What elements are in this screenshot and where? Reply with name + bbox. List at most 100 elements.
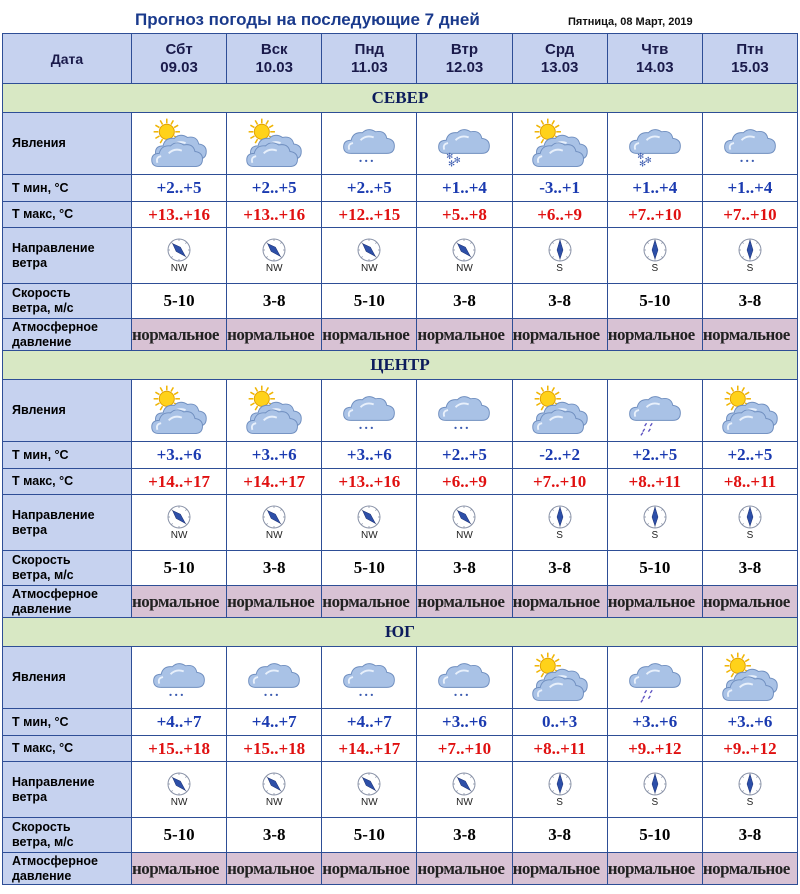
wind-direction-row: Направление ветра NW NW NW NW S S S bbox=[2, 494, 799, 551]
wind-speed-value: 3-8 bbox=[511, 817, 608, 853]
tmax-value: +7..+10 bbox=[416, 735, 513, 762]
tmax-row: Т макс, °С +15..+18 +15..+18 +14..+17 +7..+1… bbox=[2, 735, 799, 762]
wind-direction-value: S bbox=[556, 797, 563, 808]
tmax-value: +9..+12 bbox=[606, 735, 703, 762]
compass-icon bbox=[418, 504, 511, 530]
tmax-value: +13..+16 bbox=[130, 201, 228, 228]
pressure-row: Атмосферное давление нормальное нормальное н… bbox=[2, 585, 799, 618]
svg-text:✻: ✻ bbox=[639, 158, 646, 168]
cloud-snow-icon bbox=[323, 383, 416, 439]
svg-text:✻: ✻ bbox=[637, 151, 644, 161]
wind-direction-value: S bbox=[556, 530, 563, 541]
tmax-label: Т макс, °С bbox=[2, 201, 132, 228]
compass-icon bbox=[513, 504, 606, 530]
day-header: Пнд 11.03 bbox=[321, 33, 418, 84]
tmax-value: +14..+17 bbox=[321, 735, 418, 762]
sun-cloud-icon bbox=[513, 116, 606, 172]
phenomena-row: Явления bbox=[2, 646, 799, 709]
wind-direction-cell: NW bbox=[416, 494, 513, 551]
wind-speed-value: 3-8 bbox=[416, 817, 513, 853]
compass-icon bbox=[228, 771, 321, 797]
phenomena-cell bbox=[226, 112, 323, 175]
phenomena-row: Явления ✻ ✻ ✻ ✻ ✻ ✻ bbox=[2, 112, 799, 175]
tmax-label: Т макс, °С bbox=[2, 735, 132, 762]
cloud-snow-icon bbox=[228, 650, 321, 706]
phenomena-cell: ✻ ✻ ✻ bbox=[606, 112, 703, 175]
compass-icon bbox=[228, 504, 321, 530]
tmax-value: +6..+9 bbox=[416, 468, 513, 495]
wind-direction-value: NW bbox=[265, 797, 283, 808]
compass-icon bbox=[323, 237, 416, 263]
phenomena-cell bbox=[701, 646, 799, 709]
tmax-value: +6..+9 bbox=[511, 201, 608, 228]
pressure-value: нормальное bbox=[701, 318, 799, 351]
tmin-value: +3..+6 bbox=[130, 441, 228, 469]
day-header: Вск 10.03 bbox=[226, 33, 323, 84]
region-header-row: СЕВЕР bbox=[2, 83, 798, 113]
wind-direction-cell: S bbox=[701, 227, 799, 284]
phenomena-cell: ✻ ✻ ✻ bbox=[416, 112, 513, 175]
day-name: Птн bbox=[736, 40, 764, 58]
phenomena-cell bbox=[321, 112, 418, 175]
wind-speed-label-line1: Скорость bbox=[12, 820, 71, 834]
phenomena-cell bbox=[511, 646, 608, 709]
wind-direction-value: NW bbox=[170, 797, 188, 808]
phenomena-cell bbox=[130, 646, 228, 709]
tmax-value: +9..+12 bbox=[701, 735, 799, 762]
wind-speed-value: 5-10 bbox=[606, 550, 703, 586]
tmin-value: +3..+6 bbox=[226, 441, 323, 469]
pressure-value: нормальное bbox=[416, 852, 513, 885]
wind-direction-cell: S bbox=[606, 494, 703, 551]
wind-direction-row: Направление ветра NW NW NW NW S S S bbox=[2, 227, 799, 284]
wind-direction-value: NW bbox=[361, 797, 378, 808]
page-title: Прогноз погоды на последующие 7 дней bbox=[135, 10, 480, 29]
tmin-label: Т мин, °С bbox=[2, 441, 132, 469]
wind-speed-value: 3-8 bbox=[701, 283, 799, 319]
sun-cloud-icon bbox=[133, 116, 226, 172]
compass-icon bbox=[608, 237, 701, 263]
wind-speed-value: 3-8 bbox=[416, 283, 513, 319]
tmin-value: +3..+6 bbox=[321, 441, 418, 469]
wind-speed-value: 3-8 bbox=[701, 817, 799, 853]
day-name: Втр bbox=[450, 40, 479, 58]
date-header-label: Дата bbox=[2, 33, 132, 84]
wind-speed-row: Скорость ветра, м/с 5-10 3-8 5-10 3-8 3-8 5-10 3… bbox=[2, 283, 799, 319]
pressure-value: нормальное bbox=[606, 852, 703, 885]
cloud-rain-icon bbox=[608, 650, 701, 706]
tmin-value: +2..+5 bbox=[701, 441, 799, 469]
tmax-value: +7..+10 bbox=[701, 201, 799, 228]
tmin-value: +4..+7 bbox=[130, 708, 228, 736]
sun-cloud-icon bbox=[228, 383, 321, 439]
wind-direction-cell: NW bbox=[226, 761, 323, 818]
tmin-value: +3..+6 bbox=[606, 708, 703, 736]
cloud-snow-icon bbox=[703, 116, 796, 172]
phenomena-cell bbox=[416, 646, 513, 709]
wind-direction-cell: S bbox=[701, 494, 799, 551]
tmax-value: +14..+17 bbox=[130, 468, 228, 495]
tmin-value: +3..+6 bbox=[701, 708, 799, 736]
pressure-label: Атмосферное давление bbox=[2, 852, 132, 885]
tmin-value: +1..+4 bbox=[606, 174, 703, 202]
wind-speed-label: Скорость ветра, м/с bbox=[2, 283, 132, 319]
wind-direction-value: NW bbox=[361, 263, 378, 274]
tmax-row: Т макс, °С +13..+16 +13..+16 +12..+15 +5..+8… bbox=[2, 201, 799, 228]
pressure-value: нормальное bbox=[321, 585, 418, 618]
day-date: 10.03 bbox=[255, 58, 293, 76]
region-header-row: ЮГ bbox=[2, 617, 798, 647]
svg-text:✻: ✻ bbox=[449, 158, 456, 168]
pressure-label-line2: давление bbox=[12, 601, 72, 616]
wind-direction-value: S bbox=[651, 797, 659, 808]
cloud-snow-icon bbox=[418, 383, 511, 439]
sun-cloud-icon bbox=[133, 383, 226, 439]
compass-icon bbox=[513, 237, 606, 263]
tmax-value: +15..+18 bbox=[226, 735, 323, 762]
tmax-label-line1: Т макс, °С bbox=[12, 474, 74, 488]
compass-icon bbox=[513, 771, 606, 797]
pressure-value: нормальное bbox=[321, 852, 418, 885]
day-name: Вск bbox=[260, 40, 288, 58]
day-name: Чтв bbox=[641, 40, 669, 58]
tmin-value: -3..+1 bbox=[511, 174, 608, 202]
tmax-value: +13..+16 bbox=[226, 201, 323, 228]
wind-direction-label-line1: Направление bbox=[12, 240, 95, 255]
tmin-value: +2..+5 bbox=[416, 441, 513, 469]
